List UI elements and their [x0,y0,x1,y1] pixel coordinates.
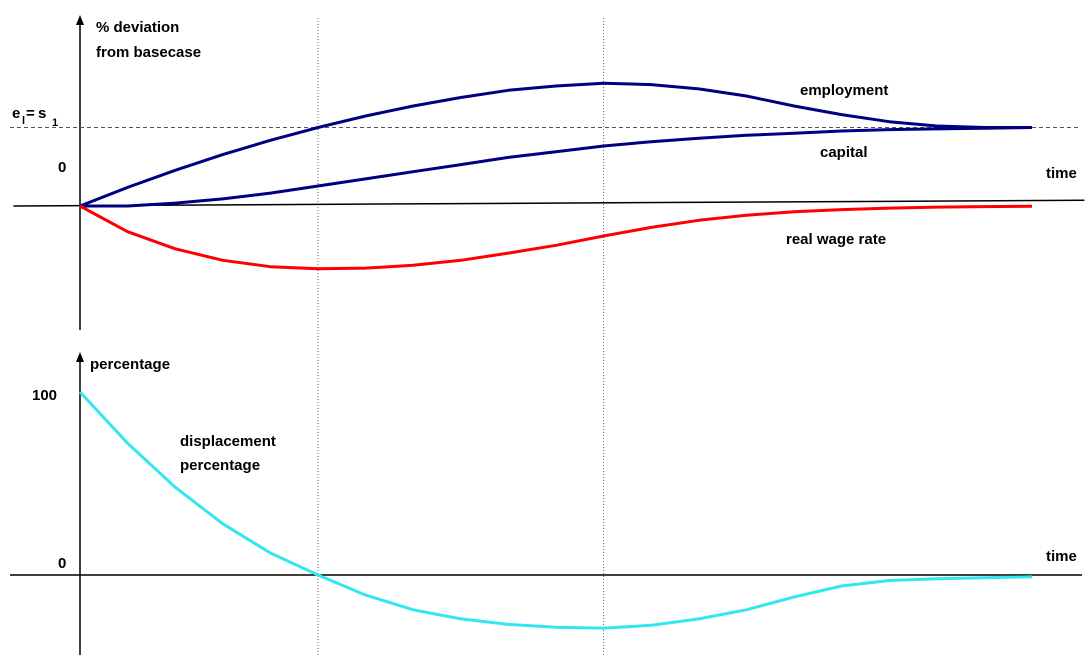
steady-state-e-sub: l [22,115,25,127]
reference-lines [317,18,605,657]
employment-label: employment [800,82,888,99]
upper-chart: % deviation from basecase time 0 e l = s… [10,15,1085,330]
lower-chart: percentage time 100 0 displacement perce… [10,352,1082,655]
real-wage-rate-label: real wage rate [786,231,886,248]
lower-xlabel: time [1046,548,1077,565]
lower-series-group [78,390,1033,630]
displacement-label-line2: percentage [180,457,260,474]
capital-label: capital [820,144,868,161]
steady-state-eq: = [26,105,35,122]
capital-line [80,126,1033,208]
real-wage-rate-line [79,204,1033,271]
upper-series-group [79,81,1033,271]
lower-ytick-0: 0 [58,555,66,572]
upper-time-axis [13,199,1085,207]
upper-ylabel-line1: % deviation [96,19,179,36]
displacement-label-line1: displacement [180,433,276,450]
steady-state-label: e l = s 1 [12,105,58,129]
displacement-percentage-line [78,390,1033,630]
lower-ylabel: percentage [90,356,170,373]
employment-line [79,81,1032,208]
lower-ytick-100: 100 [32,387,57,404]
steady-state-s: s [38,105,46,122]
upper-y-axis-arrow [76,15,84,25]
steady-state-s-sub: 1 [52,117,58,129]
upper-xlabel: time [1046,165,1077,182]
upper-ylabel-line2: from basecase [96,44,201,61]
lower-y-axis-arrow [76,352,84,362]
upper-zero-label: 0 [58,159,66,176]
steady-state-e: e [12,105,20,122]
